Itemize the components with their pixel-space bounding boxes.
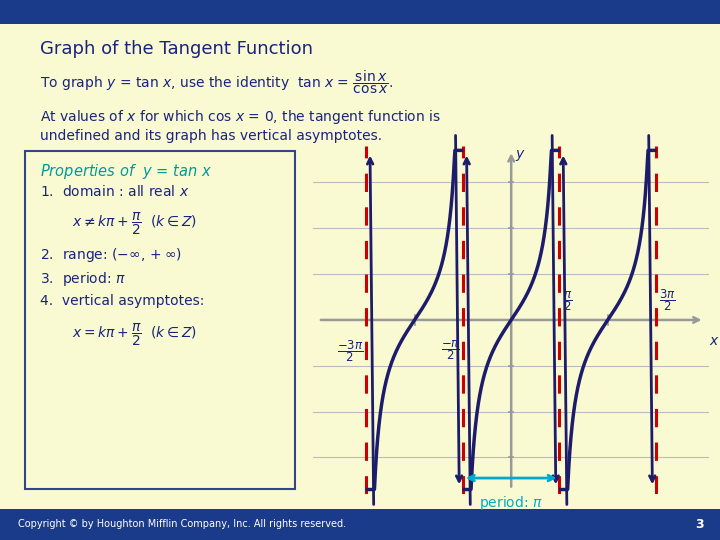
Text: Copyright © by Houghton Mifflin Company, Inc. All rights reserved.: Copyright © by Houghton Mifflin Company,… [18, 519, 346, 529]
Text: $\dfrac{-\pi}{2}$: $\dfrac{-\pi}{2}$ [441, 338, 460, 362]
Bar [0, 509, 720, 540]
Text: $x = k\pi + \dfrac{\pi}{2}$  $(k \in Z)$: $x = k\pi + \dfrac{\pi}{2}$ $(k \in Z)$ [72, 321, 197, 348]
Text: $x \neq k\pi + \dfrac{\pi}{2}$  $(k \in Z)$: $x \neq k\pi + \dfrac{\pi}{2}$ $(k \in Z… [72, 211, 197, 237]
Text: Properties of  $y$ = tan $x$: Properties of $y$ = tan $x$ [40, 162, 212, 181]
Text: $\dfrac{\pi}{2}$: $\dfrac{\pi}{2}$ [562, 289, 572, 313]
Bar [0, 0, 720, 24]
Text: $\dfrac{3\pi}{2}$: $\dfrac{3\pi}{2}$ [659, 287, 676, 313]
Text: period: $\pi$: period: $\pi$ [480, 494, 543, 512]
Text: 2.  range: $(-\infty, +\infty)$: 2. range: $(-\infty, +\infty)$ [40, 246, 181, 264]
Text: 3: 3 [696, 518, 704, 531]
Text: Graph of the Tangent Function: Graph of the Tangent Function [40, 40, 312, 58]
Text: undefined and its graph has vertical asymptotes.: undefined and its graph has vertical asy… [40, 129, 382, 143]
Text: To graph $y$ = tan $x$, use the identity  tan $x$ = $\dfrac{\sin x}{\cos x}$.: To graph $y$ = tan $x$, use the identity… [40, 69, 393, 97]
Text: 3.  period: $\pi$: 3. period: $\pi$ [40, 270, 125, 288]
Text: 4.  vertical asymptotes:: 4. vertical asymptotes: [40, 294, 204, 308]
Bar [25, 151, 295, 489]
Text: $x$: $x$ [709, 334, 720, 348]
Text: 1.  domain : all real $x$: 1. domain : all real $x$ [40, 184, 189, 199]
Text: $\dfrac{-3\pi}{2}$: $\dfrac{-3\pi}{2}$ [337, 338, 364, 364]
Text: At values of $x$ for which cos $x$ = 0, the tangent function is: At values of $x$ for which cos $x$ = 0, … [40, 108, 441, 126]
Text: $y$: $y$ [515, 148, 526, 163]
